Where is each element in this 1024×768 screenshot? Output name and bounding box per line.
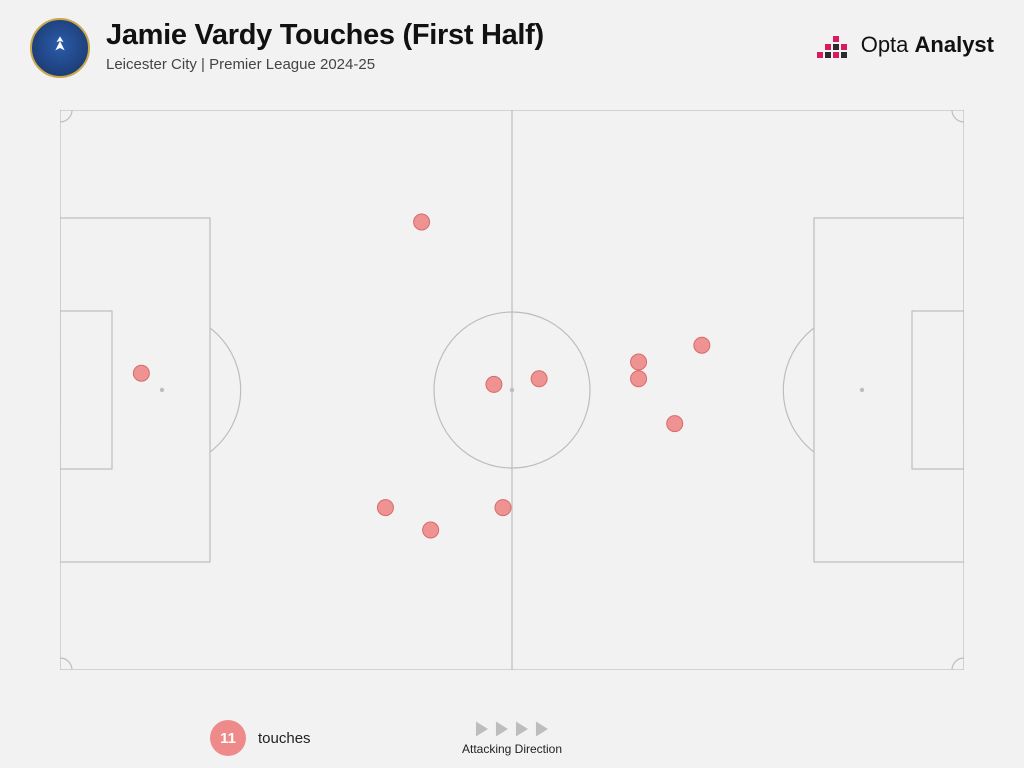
brand-prefix: Opta: [861, 32, 915, 57]
touch-point: [423, 522, 439, 538]
header: Jamie Vardy Touches (First Half) Leicest…: [30, 18, 994, 78]
pitch-chart: [60, 110, 964, 670]
brand-text: Opta Analyst: [861, 32, 994, 58]
touch-point: [133, 365, 149, 381]
direction-label: Attacking Direction: [462, 742, 562, 756]
touch-point: [495, 500, 511, 516]
chart-subtitle: Leicester City | Premier League 2024-25: [106, 56, 544, 73]
count-label: touches: [258, 730, 311, 747]
touch-point: [631, 354, 647, 370]
touch-point: [667, 416, 683, 432]
header-left: Jamie Vardy Touches (First Half) Leicest…: [30, 18, 544, 78]
touch-point: [631, 371, 647, 387]
touch-point: [694, 337, 710, 353]
touch-point: [377, 500, 393, 516]
pitch-svg: [60, 110, 964, 670]
count-badge: 11: [210, 720, 246, 756]
title-block: Jamie Vardy Touches (First Half) Leicest…: [106, 18, 544, 73]
touch-point: [414, 214, 430, 230]
brand-bold: Analyst: [915, 32, 994, 57]
legend-direction: Attacking Direction: [462, 720, 562, 756]
brand-logo: Opta Analyst: [817, 18, 994, 60]
direction-arrows-icon: [462, 720, 562, 738]
chart-title: Jamie Vardy Touches (First Half): [106, 20, 544, 52]
touch-point: [531, 371, 547, 387]
legend-count: 11 touches: [210, 720, 311, 756]
touch-point: [486, 376, 502, 392]
club-badge-icon: [30, 18, 90, 78]
brand-mark-icon: [817, 30, 851, 60]
